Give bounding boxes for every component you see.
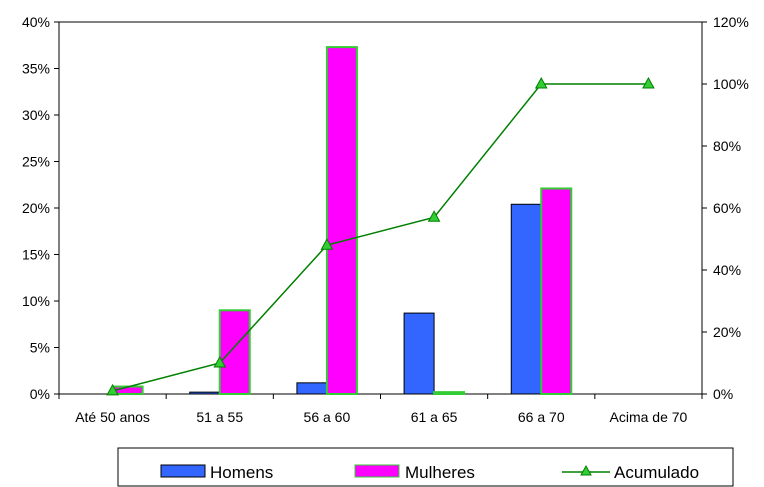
x-tick-label: 56 a 60 [304, 409, 351, 425]
left-tick-label: 10% [22, 293, 50, 309]
bar-mulheres [540, 187, 573, 395]
bar-homens [296, 382, 328, 395]
left-tick-label: 20% [22, 200, 50, 216]
bar-homens [189, 391, 221, 395]
legend: Homens Mulheres Acumulado [117, 447, 734, 487]
cumulative-line [106, 76, 655, 396]
left-tick-label: 35% [22, 61, 50, 77]
right-tick-label: 100% [713, 76, 749, 92]
plot-frame [58, 21, 703, 395]
legend-swatch-mulheres [354, 464, 400, 478]
bar-homens [403, 312, 435, 395]
x-tick-label: 66 a 70 [518, 409, 565, 425]
bar-mulheres [325, 46, 358, 396]
acumulado-point [106, 383, 119, 396]
left-tick-label: 15% [22, 247, 50, 263]
legend-label-homens: Homens [210, 463, 273, 482]
left-tick-label: 40% [22, 14, 50, 30]
left-tick-label: 5% [30, 340, 50, 356]
legend-box [117, 447, 734, 487]
left-y-axis: 0% 5% 10% 15% 20% 25% 30% 35% 40% [22, 14, 59, 402]
right-tick-label: 20% [713, 324, 741, 340]
x-tick-label: Acima de 70 [610, 409, 688, 425]
bars [111, 46, 573, 396]
bar-mulheres [433, 391, 466, 396]
legend-label-mulheres: Mulheres [405, 463, 475, 482]
acumulado-point [427, 210, 441, 222]
left-tick-label: 30% [22, 107, 50, 123]
legend-swatch-homens [160, 464, 206, 478]
legend-marker-acumulado [580, 464, 592, 476]
bar-mulheres [218, 309, 251, 395]
acumulado-point [534, 76, 548, 89]
x-tick-label: Até 50 anos [75, 409, 150, 425]
left-tick-label: 0% [30, 386, 50, 402]
x-tick-label: 61 a 65 [411, 409, 458, 425]
plot-area [58, 21, 703, 395]
bar-homens [510, 203, 542, 395]
right-y-axis: 0% 20% 40% 60% 80% 100% 120% [702, 14, 749, 402]
acumulado-line-path [112, 83, 649, 392]
right-tick-label: 0% [713, 386, 733, 402]
acumulado-point [642, 76, 655, 89]
legend-label-acumulado: Acumulado [614, 463, 699, 482]
right-tick-label: 40% [713, 262, 741, 278]
right-tick-label: 60% [713, 200, 741, 216]
right-tick-label: 80% [713, 138, 741, 154]
x-axis: Até 50 anos 51 a 55 56 a 60 61 a 65 66 a 70 A… [58, 394, 703, 425]
acumulado-point [213, 355, 227, 368]
acumulado-point [320, 238, 334, 250]
left-tick-label: 25% [22, 154, 50, 170]
x-tick-label: 51 a 55 [196, 409, 243, 425]
right-tick-label: 120% [713, 14, 749, 30]
